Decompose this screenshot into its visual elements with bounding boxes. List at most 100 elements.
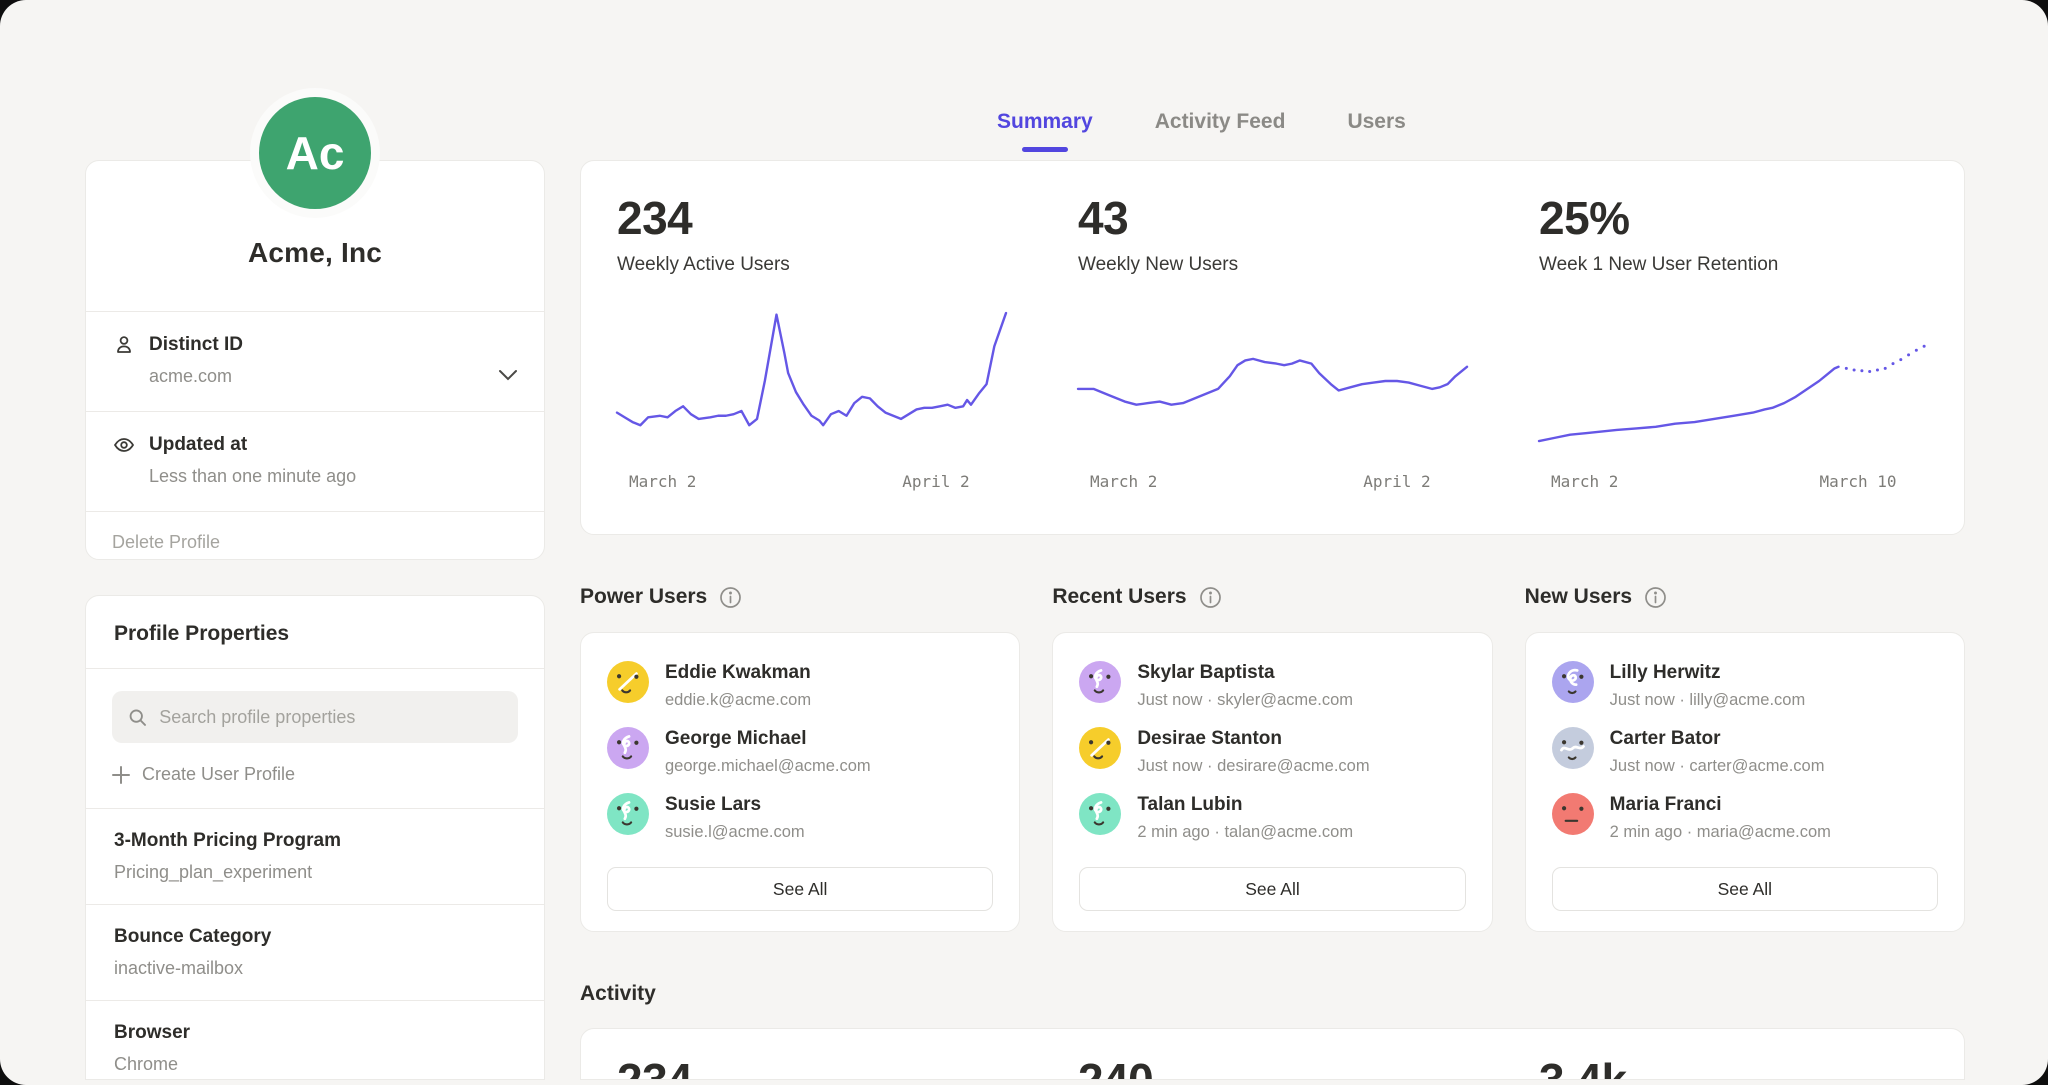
- user-name: Lilly Herwitz: [1610, 662, 1806, 684]
- user-name: Eddie Kwakman: [665, 662, 811, 684]
- user-avatar: [1552, 793, 1594, 835]
- activity-stat: 3.4k: [1539, 1057, 1928, 1080]
- search-input[interactable]: [159, 707, 502, 728]
- company-avatar: Ac: [250, 88, 380, 218]
- see-all-button[interactable]: See All: [607, 867, 993, 911]
- property-label: 3-Month Pricing Program: [114, 830, 516, 852]
- summary-charts-card: 234 Weekly Active Users March 2 April 2 …: [580, 160, 1965, 535]
- profile-properties-search[interactable]: [112, 691, 518, 743]
- user-avatar: [607, 661, 649, 703]
- user-name: George Michael: [665, 728, 871, 750]
- new-users-card: Lilly HerwitzJust now · lilly@acme.com Ca…: [1525, 632, 1965, 932]
- user-subtitle: susie.l@acme.com: [665, 823, 805, 842]
- section-title: New Users: [1525, 585, 1632, 609]
- profile-properties-panel: Profile Properties Create User Profile 3…: [85, 595, 545, 1080]
- chevron-down-icon[interactable]: [498, 369, 518, 381]
- updated-at-value: Less than one minute ago: [149, 466, 518, 487]
- activity-card: 234 240 3.4k: [580, 1028, 1965, 1080]
- user-avatar: [1079, 727, 1121, 769]
- user-avatar: [1079, 661, 1121, 703]
- property-label: Bounce Category: [114, 926, 516, 948]
- create-user-profile-button[interactable]: Create User Profile: [112, 764, 518, 785]
- user-name: Desirae Stanton: [1137, 728, 1369, 750]
- info-icon[interactable]: [1644, 586, 1667, 609]
- user-row[interactable]: Carter BatorJust now · carter@acme.com: [1552, 727, 1938, 776]
- x-tick-left: March 2: [1090, 472, 1157, 491]
- plus-icon: [112, 766, 130, 784]
- user-row[interactable]: George Michael george.michael@acme.com: [607, 727, 993, 776]
- recent-users-heading: Recent Users: [1052, 585, 1492, 609]
- x-axis: March 2 April 2: [1078, 472, 1467, 498]
- search-icon: [128, 707, 147, 728]
- x-tick-right: April 2: [1363, 472, 1430, 491]
- distinct-id-value: acme.com: [149, 366, 518, 387]
- x-tick-left: March 2: [629, 472, 696, 491]
- updated-at-label: Updated at: [149, 434, 247, 456]
- sparkline-chart: [1539, 302, 1928, 460]
- user-subtitle: 2 min ago · maria@acme.com: [1610, 823, 1831, 842]
- user-subtitle: george.michael@acme.com: [665, 757, 871, 776]
- see-all-button[interactable]: See All: [1552, 867, 1938, 911]
- user-row[interactable]: Lilly HerwitzJust now · lilly@acme.com: [1552, 661, 1938, 710]
- eye-icon: [112, 433, 136, 457]
- user-subtitle: Just now · desirare@acme.com: [1137, 757, 1369, 776]
- user-row[interactable]: Talan Lubin2 min ago · talan@acme.com: [1079, 793, 1465, 842]
- updated-at-row: Updated at Less than one minute ago: [86, 411, 544, 511]
- profile-tabs: Summary Activity Feed Users: [997, 110, 1406, 138]
- weekly-active-users-chart: 234 Weekly Active Users March 2 April 2: [581, 161, 1042, 534]
- property-row-pricing-program: 3-Month Pricing Program Pricing_plan_exp…: [86, 808, 544, 904]
- property-label: Browser: [114, 1022, 516, 1044]
- stat-label: Weekly Active Users: [617, 254, 1006, 276]
- user-subtitle: Just now · skyler@acme.com: [1137, 691, 1353, 710]
- power-users-card: Eddie Kwakman eddie.k@acme.com George Mich…: [580, 632, 1020, 932]
- user-name: Maria Franci: [1610, 794, 1831, 816]
- user-row[interactable]: Desirae Stanton Just now · desirare@acme.…: [1079, 727, 1465, 776]
- user-subtitle: Just now · carter@acme.com: [1610, 757, 1825, 776]
- user-avatar: [1552, 661, 1594, 703]
- info-icon[interactable]: [1199, 586, 1222, 609]
- power-users-heading: Power Users: [580, 585, 1020, 609]
- user-avatar: [607, 727, 649, 769]
- tab-users[interactable]: Users: [1347, 110, 1405, 138]
- user-avatar: [1079, 793, 1121, 835]
- user-avatar: [607, 793, 649, 835]
- property-row-bounce-category: Bounce Category inactive-mailbox: [86, 904, 544, 1000]
- create-user-profile-label: Create User Profile: [142, 764, 295, 785]
- x-tick-left: March 2: [1551, 472, 1618, 491]
- user-row[interactable]: Eddie Kwakman eddie.k@acme.com: [607, 661, 993, 710]
- section-title: Power Users: [580, 585, 707, 609]
- user-row[interactable]: Susie Lars susie.l@acme.com: [607, 793, 993, 842]
- stat-value: 234: [617, 191, 1006, 245]
- user-subtitle: eddie.k@acme.com: [665, 691, 811, 710]
- x-axis: March 2 April 2: [617, 472, 1006, 498]
- stat-label: Weekly New Users: [1078, 254, 1467, 276]
- stat-label: Week 1 New User Retention: [1539, 254, 1928, 276]
- tab-summary[interactable]: Summary: [997, 110, 1093, 138]
- recent-users-card: Skylar Baptista Just now · skyler@acme.co…: [1052, 632, 1492, 932]
- weekly-new-users-chart: 43 Weekly New Users March 2 April 2: [1042, 161, 1503, 534]
- property-value: inactive-mailbox: [114, 958, 516, 979]
- property-value: Chrome: [114, 1054, 516, 1075]
- user-name: Skylar Baptista: [1137, 662, 1353, 684]
- x-tick-right: March 10: [1819, 472, 1896, 491]
- activity-stat: 234: [617, 1057, 1006, 1080]
- user-row[interactable]: Maria Franci 2 min ago · maria@acme.com: [1552, 793, 1938, 842]
- stat-value: 25%: [1539, 191, 1928, 245]
- user-avatar: [1552, 727, 1594, 769]
- see-all-button[interactable]: See All: [1079, 867, 1465, 911]
- sparkline-chart: [617, 302, 1006, 460]
- distinct-id-row: Distinct ID acme.com: [86, 311, 544, 411]
- user-name: Talan Lubin: [1137, 794, 1353, 816]
- delete-profile-button[interactable]: Delete Profile: [86, 511, 544, 573]
- info-icon[interactable]: [719, 586, 742, 609]
- property-row-browser: Browser Chrome: [86, 1000, 544, 1080]
- section-title: Recent Users: [1052, 585, 1186, 609]
- tab-activity-feed[interactable]: Activity Feed: [1155, 110, 1286, 138]
- user-name: Susie Lars: [665, 794, 805, 816]
- profile-summary-card: Acme, Inc Distinct ID acme.com Update: [85, 160, 545, 560]
- person-icon: [112, 333, 136, 357]
- user-row[interactable]: Skylar Baptista Just now · skyler@acme.co…: [1079, 661, 1465, 710]
- stat-value: 43: [1078, 191, 1467, 245]
- activity-heading: Activity: [580, 982, 656, 1006]
- property-value: Pricing_plan_experiment: [114, 862, 516, 883]
